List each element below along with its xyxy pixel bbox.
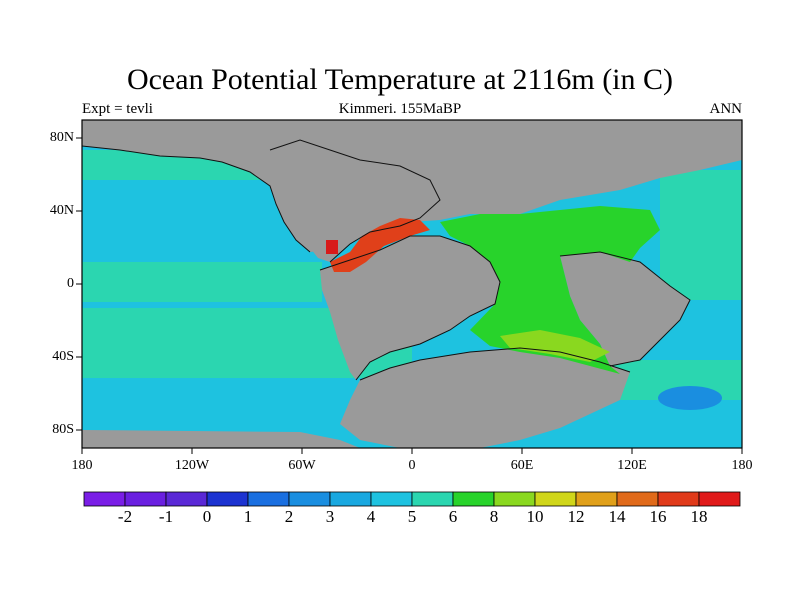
lat-label: 40N [49, 203, 74, 218]
colorbar-swatch [698, 491, 741, 507]
colorbar-label: 0 [202, 507, 212, 526]
cold-pool [658, 386, 722, 410]
lon-label: 180 [71, 458, 93, 473]
colorbar-swatch [288, 491, 331, 507]
land-north-america [270, 140, 440, 262]
colorbar-label: 18 [690, 507, 708, 526]
colorbar-swatch [616, 491, 659, 507]
experiment-label: Expt = tevli [82, 101, 153, 117]
ocean-band-east [660, 170, 742, 300]
colorbar-label: 1 [243, 507, 253, 526]
colorbar-swatch [411, 491, 454, 507]
colorbar-label: -1 [158, 507, 174, 526]
colorbar-label: 10 [526, 507, 544, 526]
colorbar-label: 4 [366, 507, 376, 526]
lon-label: 180 [731, 458, 753, 473]
lat-ticks [76, 137, 82, 431]
colorbar [83, 491, 741, 507]
colorbar-label: 5 [407, 507, 417, 526]
lon-label: 120E [617, 458, 647, 473]
colorbar-swatch [124, 491, 167, 507]
colorbar-label: 6 [448, 507, 458, 526]
colorbar-swatch [165, 491, 208, 507]
colorbar-swatch [83, 491, 126, 507]
hottest-spot [326, 240, 338, 254]
lon-label: 60W [288, 458, 316, 473]
colorbar-swatch [452, 491, 495, 507]
colorbar-swatch [206, 491, 249, 507]
lon-label: 60E [510, 458, 534, 473]
colorbar-swatch [534, 491, 577, 507]
land-antarctica [340, 348, 630, 448]
lat-label: 40S [52, 349, 74, 364]
ocean-band-tropical [82, 262, 322, 302]
subtitle: Kimmeri. 155MaBP [338, 101, 462, 117]
land-india-australia [560, 252, 690, 366]
colorbar-swatch [493, 491, 536, 507]
warm-basin [440, 206, 660, 374]
colorbar-label: 12 [567, 507, 585, 526]
season-label: ANN [709, 101, 743, 117]
lon-ticks [81, 448, 743, 454]
land-south-america-africa [320, 236, 500, 380]
colorbar-swatch [575, 491, 618, 507]
colorbar-swatch [247, 491, 290, 507]
colorbar-label: -2 [117, 507, 133, 526]
colorbar-label: 2 [284, 507, 294, 526]
colorbar-label: 3 [325, 507, 335, 526]
plot-title: Ocean Potential Temperature at 2116m (in… [126, 63, 674, 96]
warm-basin-edge [500, 330, 610, 362]
lat-label: 80N [49, 130, 74, 145]
colorbar-label: 14 [608, 507, 626, 526]
colorbar-swatch [329, 491, 372, 507]
coastlines [82, 139, 691, 381]
map-field [82, 120, 742, 448]
lon-label: 0 [408, 458, 416, 473]
colorbar-swatch [370, 491, 413, 507]
land-south-rim [82, 430, 360, 448]
lon-label: 120W [174, 458, 210, 473]
lat-label: 80S [52, 422, 74, 437]
colorbar-swatch [657, 491, 700, 507]
colorbar-label: 16 [649, 507, 667, 526]
lat-label: 0 [67, 276, 74, 291]
colorbar-label: 8 [489, 507, 499, 526]
